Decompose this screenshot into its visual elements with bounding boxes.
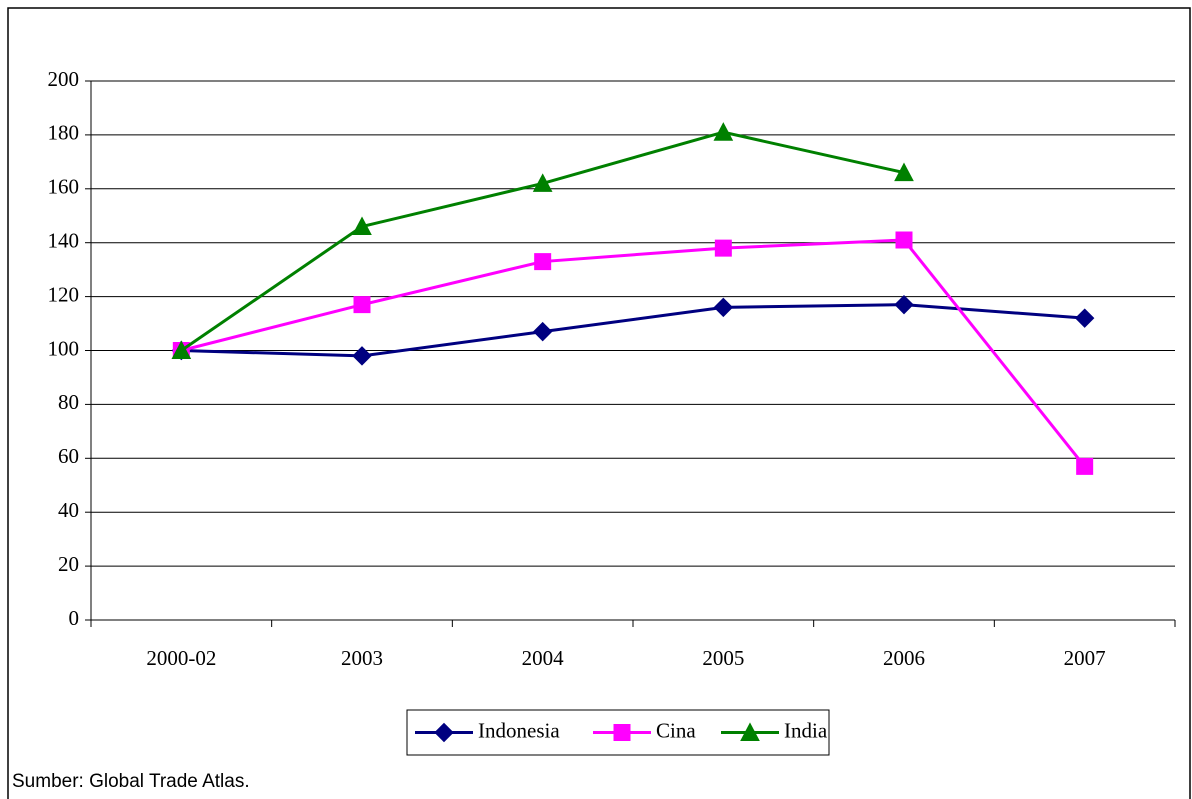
series-line xyxy=(180,130,905,352)
marker xyxy=(353,296,371,314)
x-tick-label: 2004 xyxy=(522,646,565,670)
y-tick-label: 60 xyxy=(58,444,79,468)
series-line xyxy=(181,303,1085,358)
marker xyxy=(714,239,732,257)
x-tick-label: 2006 xyxy=(883,646,925,670)
marker xyxy=(894,294,914,315)
x-tick-label: 2005 xyxy=(702,646,744,670)
marker xyxy=(1076,457,1094,475)
marker xyxy=(740,722,760,741)
y-tick-label: 0 xyxy=(69,606,80,630)
y-tick-label: 100 xyxy=(48,336,80,360)
y-tick-label: 120 xyxy=(48,282,80,306)
marker xyxy=(352,346,372,366)
y-tick-label: 140 xyxy=(48,229,80,253)
y-tick-label: 200 xyxy=(48,67,80,91)
y-tick-label: 180 xyxy=(48,121,80,145)
legend-label: Cina xyxy=(656,718,696,742)
legend-label: India xyxy=(784,718,828,742)
x-tick-label: 2000-02 xyxy=(146,646,216,670)
marker xyxy=(894,162,914,182)
marker xyxy=(434,722,454,743)
marker xyxy=(532,173,553,192)
marker xyxy=(895,231,913,249)
marker xyxy=(1074,308,1095,328)
legend-label: Indonesia xyxy=(478,718,560,742)
marker xyxy=(171,340,192,359)
y-tick-label: 80 xyxy=(58,390,79,414)
marker xyxy=(532,321,553,342)
series-line xyxy=(180,238,1086,468)
y-tick-label: 40 xyxy=(58,498,79,522)
y-tick-label: 160 xyxy=(48,175,80,199)
chart-border xyxy=(7,7,1191,799)
x-tick-label: 2007 xyxy=(1064,646,1106,670)
source-note: Sumber: Global Trade Atlas. xyxy=(12,771,250,792)
marker xyxy=(534,253,552,271)
marker xyxy=(352,216,372,236)
marker xyxy=(713,122,734,141)
marker xyxy=(713,297,734,318)
y-tick-label: 20 xyxy=(58,552,79,576)
x-tick-label: 2003 xyxy=(341,646,383,670)
marker xyxy=(613,724,631,741)
